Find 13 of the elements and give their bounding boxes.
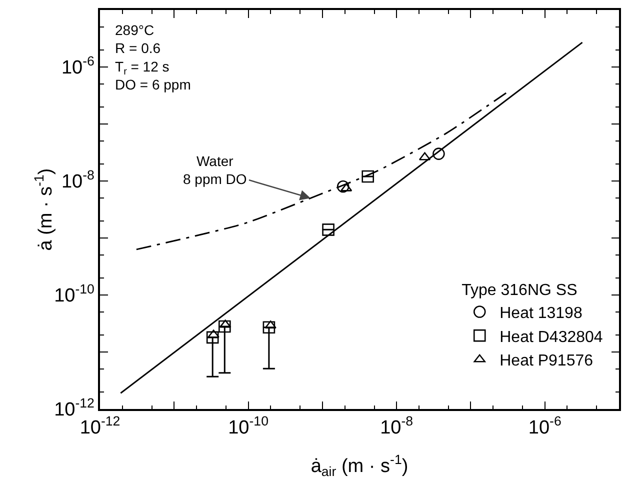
y-tick-label: 10$^{-10}$ bbox=[54, 282, 94, 307]
y-tick-label: 10$^{-8}$ bbox=[61, 168, 94, 193]
x-tick-label: 10$^{-6}$ bbox=[528, 414, 562, 439]
x-tick-label: 10$^{-8}$ bbox=[380, 414, 414, 439]
legend-label: Heat D432804 bbox=[500, 328, 603, 346]
x-tick-label: 10$^{-10}$ bbox=[228, 414, 268, 439]
x-axis-title: ȧ$_{air}$ (m · s$^{-1}$) bbox=[310, 452, 408, 479]
legend-label: Heat P91576 bbox=[500, 352, 594, 370]
y-tick-label: 10$^{-6}$ bbox=[61, 54, 94, 79]
annotation: 289°C R = 0.6 T$_{r}$ = 12 s DO = 6 ppm bbox=[115, 22, 191, 93]
legend-title: Type 316NG SS bbox=[462, 282, 578, 299]
annotation: Water 8 ppm DO bbox=[183, 153, 247, 188]
legend-label: Heat 13198 bbox=[500, 305, 582, 322]
